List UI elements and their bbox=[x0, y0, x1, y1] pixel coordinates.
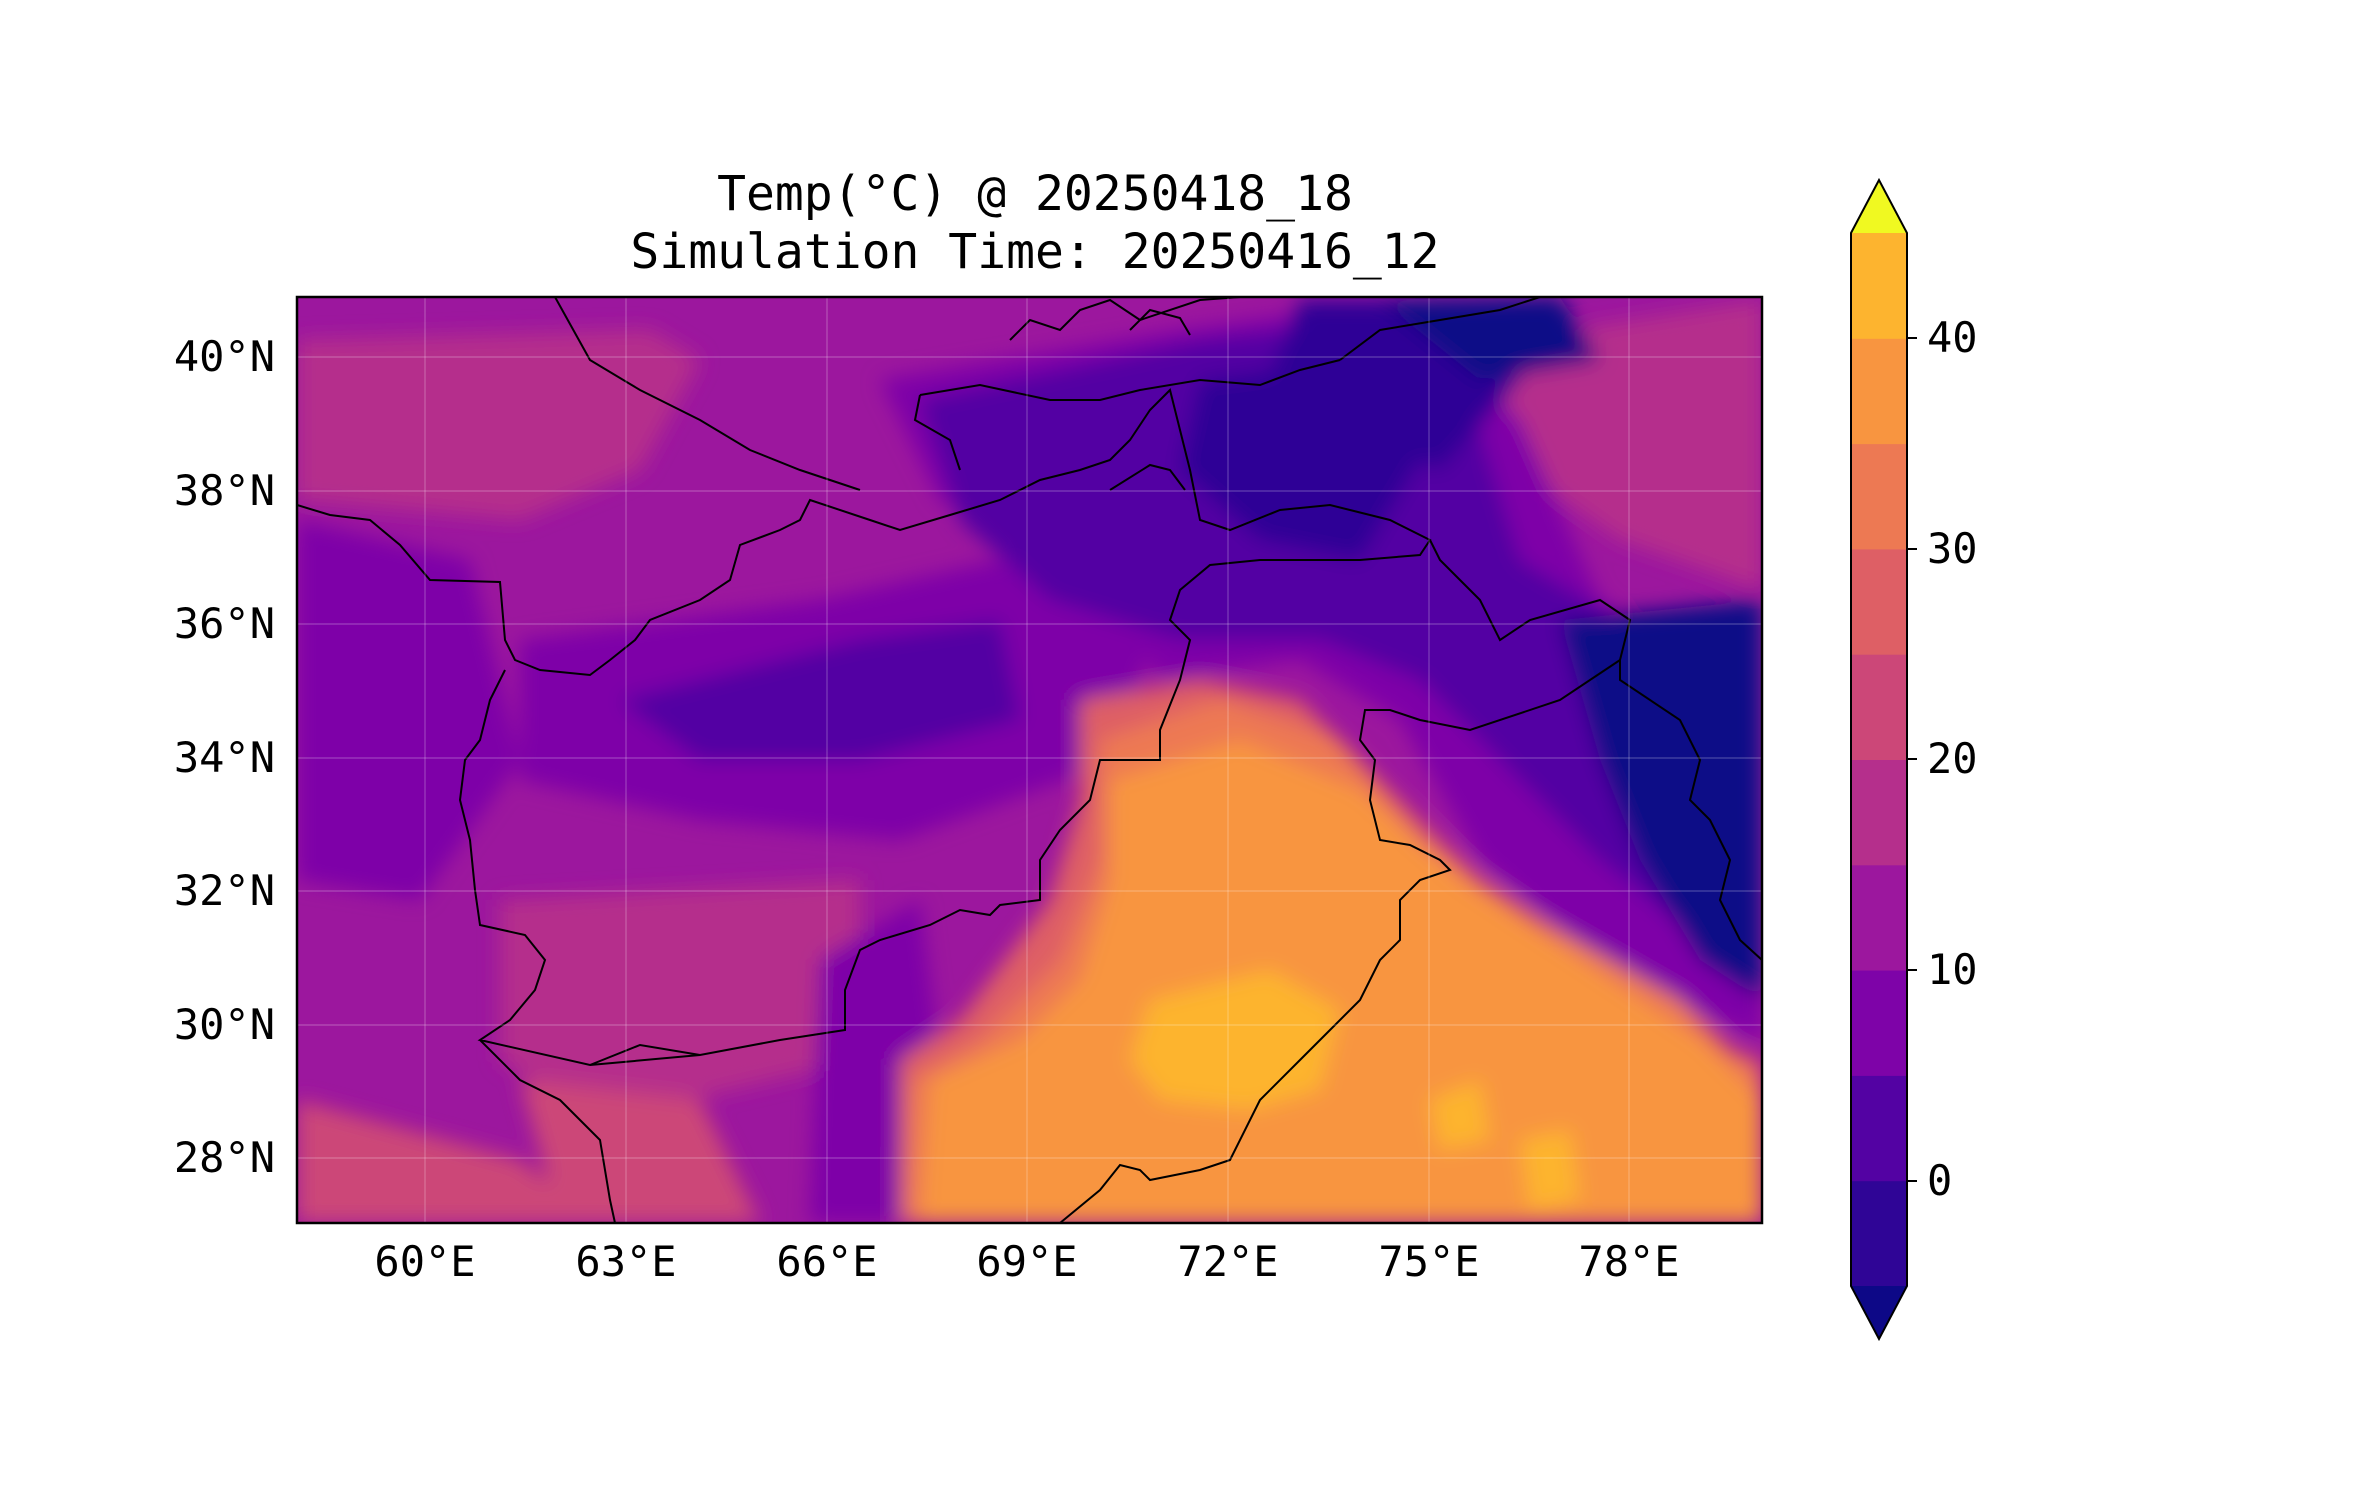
colorbar-band bbox=[1851, 338, 1907, 445]
colorbar-outline bbox=[1850, 177, 1908, 1342]
y-tick-label: 34°N bbox=[174, 733, 275, 782]
x-tick-label: 78°E bbox=[1578, 1237, 1679, 1286]
colorbar-band bbox=[1851, 443, 1907, 550]
colorbar-band bbox=[1851, 970, 1907, 1076]
x-tick-label: 72°E bbox=[1177, 1237, 1278, 1286]
x-tick-label: 75°E bbox=[1378, 1237, 1479, 1286]
y-tick-label: 40°N bbox=[174, 332, 275, 381]
colorbar-extend-min bbox=[1851, 1286, 1907, 1339]
chart-title: Temp(°C) @ 20250418_18 Simulation Time: … bbox=[300, 165, 1770, 281]
map-frame bbox=[295, 295, 1764, 1225]
x-tick-label: 66°E bbox=[776, 1237, 877, 1286]
title-line-1: Temp(°C) @ 20250418_18 bbox=[717, 166, 1353, 222]
y-tick-label: 36°N bbox=[174, 599, 275, 648]
x-tick-label: 63°E bbox=[575, 1237, 676, 1286]
y-axis-ticks: 40°N 38°N 36°N 34°N 32°N 30°N 28°N bbox=[174, 332, 275, 1182]
colorbar-tick-label: 10 bbox=[1927, 945, 1978, 994]
country-borders bbox=[297, 297, 1762, 1223]
colorbar-tick-label: 40 bbox=[1927, 313, 1978, 362]
y-tick-label: 38°N bbox=[174, 466, 275, 515]
colorbar-tick-label: 0 bbox=[1927, 1156, 1952, 1205]
y-tick-label: 28°N bbox=[174, 1133, 275, 1182]
colorbar-band bbox=[1851, 1075, 1907, 1182]
colorbar-band bbox=[1851, 548, 1907, 655]
temperature-field bbox=[297, 297, 1762, 1223]
x-tick-label: 60°E bbox=[374, 1237, 475, 1286]
colorbar-ticks: 40 30 20 10 0 bbox=[1907, 313, 1978, 1205]
colorbar-band bbox=[1851, 864, 1907, 971]
graticule bbox=[297, 297, 1762, 1223]
colorbar-band bbox=[1851, 233, 1907, 339]
y-tick-label: 30°N bbox=[174, 1000, 275, 1049]
y-tick-label: 32°N bbox=[174, 866, 275, 915]
colorbar-band bbox=[1851, 654, 1907, 760]
x-tick-label: 69°E bbox=[976, 1237, 1077, 1286]
title-line-2: Simulation Time: 20250416_12 bbox=[630, 224, 1440, 280]
colorbar-tick-label: 30 bbox=[1927, 524, 1978, 573]
colorbar-band bbox=[1851, 759, 1907, 866]
colorbar-extend-max bbox=[1851, 180, 1907, 233]
colorbar-tick-label: 20 bbox=[1927, 734, 1978, 783]
colorbar bbox=[1850, 177, 1908, 1342]
colorbar-band bbox=[1851, 1180, 1907, 1287]
x-axis-ticks: 60°E 63°E 66°E 69°E 72°E 75°E 78°E bbox=[374, 1237, 1679, 1286]
